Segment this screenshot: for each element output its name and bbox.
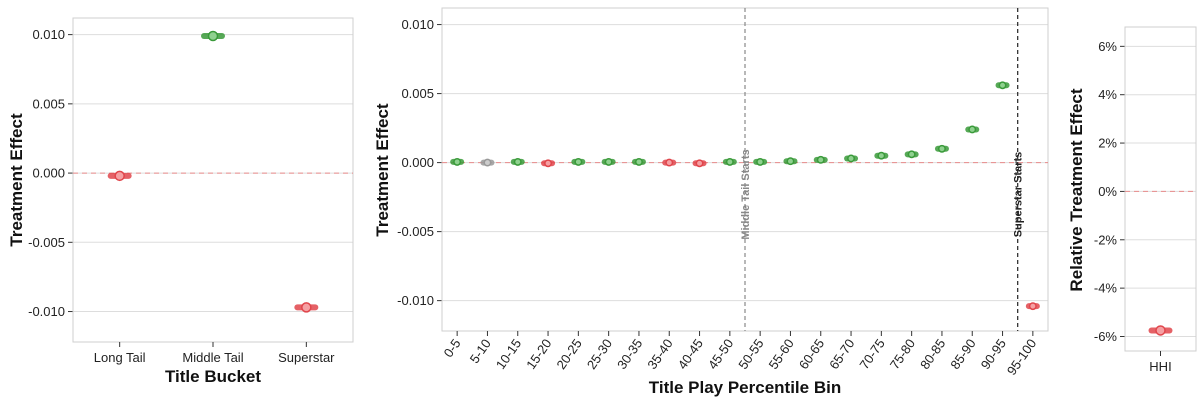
- data-point: [877, 151, 886, 160]
- x-tick-label: Long Tail: [94, 350, 146, 365]
- data-point: [968, 125, 977, 134]
- data-point: [756, 157, 765, 166]
- y-tick-label: -0.005: [28, 235, 65, 250]
- data-point: [635, 157, 643, 166]
- x-tick-label: Middle Tail: [182, 350, 243, 365]
- y-tick-label: 0.005: [401, 86, 434, 101]
- data-point: [483, 158, 492, 167]
- x-tick-label: 5-10: [467, 336, 494, 366]
- data-point: [816, 155, 825, 164]
- data-point: [453, 157, 462, 166]
- y-axis-label: Relative Treatment Effect: [1067, 88, 1086, 291]
- y-tick-label: 4%: [1098, 87, 1117, 102]
- x-tick-label: 45-50: [705, 336, 736, 372]
- data-point: [604, 157, 613, 166]
- panel-3: -6% -4% -2% 0% 2% 4% 6% HHI Relative Treatment E…: [1067, 26, 1197, 374]
- y-tick-label: -0.010: [397, 293, 434, 308]
- x-tick-label: 40-45: [675, 336, 706, 372]
- panel-2: -0.010 -0.005 0.000 0.005 0.010 Middle Tail S…: [373, 7, 1049, 397]
- data-point: [907, 150, 916, 159]
- data-point: [301, 302, 312, 313]
- panel-1: -0.010 -0.005 0.000 0.005 0.010 Long Tail Midd…: [7, 17, 354, 386]
- data-point: [695, 159, 704, 168]
- y-tick-label: -6%: [1094, 329, 1118, 344]
- data-point: [938, 144, 946, 153]
- data-point: [574, 157, 583, 166]
- y-tick-label: 0.010: [32, 27, 65, 42]
- data-point: [1028, 302, 1037, 311]
- data-point: [665, 158, 674, 167]
- y-tick-label: 0.010: [401, 17, 434, 32]
- data-point: [114, 170, 125, 182]
- x-axis-label: Title Play Percentile Bin: [649, 378, 841, 397]
- data-point: [786, 157, 795, 166]
- y-tick-label: 0%: [1098, 184, 1117, 199]
- x-tick-label: 60-65: [796, 336, 827, 372]
- x-tick-label: 20-25: [553, 336, 584, 372]
- x-tick-label: 65-70: [826, 336, 857, 372]
- x-tick-label: 50-55: [735, 336, 766, 372]
- y-tick-label: -0.005: [397, 224, 434, 239]
- data-point: [725, 157, 734, 166]
- y-tick-label: 0.005: [32, 96, 65, 111]
- y-tick-label: 6%: [1098, 39, 1117, 54]
- x-tick-label: 85-90: [947, 336, 978, 372]
- vertical-marker-label: Middle Tail Starts: [740, 149, 752, 239]
- x-tick-label: 25-30: [584, 336, 615, 372]
- x-tick-label: 0-5: [441, 336, 464, 360]
- y-tick-label: 0.000: [32, 166, 65, 181]
- x-tick-label: Superstar: [278, 350, 335, 365]
- x-tick-label: HHI: [1149, 359, 1171, 374]
- x-tick-label: 35-40: [644, 336, 675, 372]
- x-tick-label: 15-20: [523, 336, 554, 372]
- data-point: [207, 30, 219, 42]
- data-point: [847, 154, 855, 163]
- x-tick-label: 95-100: [1004, 336, 1040, 378]
- x-tick-label: 70-75: [856, 336, 887, 372]
- data-point: [1155, 325, 1166, 336]
- y-tick-label: -4%: [1094, 281, 1118, 296]
- y-axis-label: Treatment Effect: [373, 103, 392, 237]
- data-point: [513, 157, 522, 166]
- x-tick-label: 55-60: [766, 336, 797, 372]
- y-tick-label: 2%: [1098, 136, 1117, 151]
- y-tick-label: -2%: [1094, 232, 1118, 247]
- y-tick-label: -0.010: [28, 304, 65, 319]
- x-tick-label: 90-95: [978, 336, 1009, 372]
- data-point: [998, 81, 1007, 90]
- x-tick-label: 30-35: [614, 336, 645, 372]
- y-axis-label: Treatment Effect: [7, 113, 26, 247]
- panel-frame: [1124, 26, 1197, 352]
- x-tick-label: 75-80: [887, 336, 918, 372]
- data-point: [544, 159, 552, 168]
- x-axis-label: Title Bucket: [165, 367, 261, 386]
- x-tick-label: 10-15: [493, 336, 524, 372]
- vertical-marker-label: Superstar Starts: [1013, 152, 1025, 238]
- x-tick-label: 80-85: [917, 336, 948, 372]
- panel-frame: [72, 17, 354, 343]
- y-tick-label: 0.000: [401, 155, 434, 170]
